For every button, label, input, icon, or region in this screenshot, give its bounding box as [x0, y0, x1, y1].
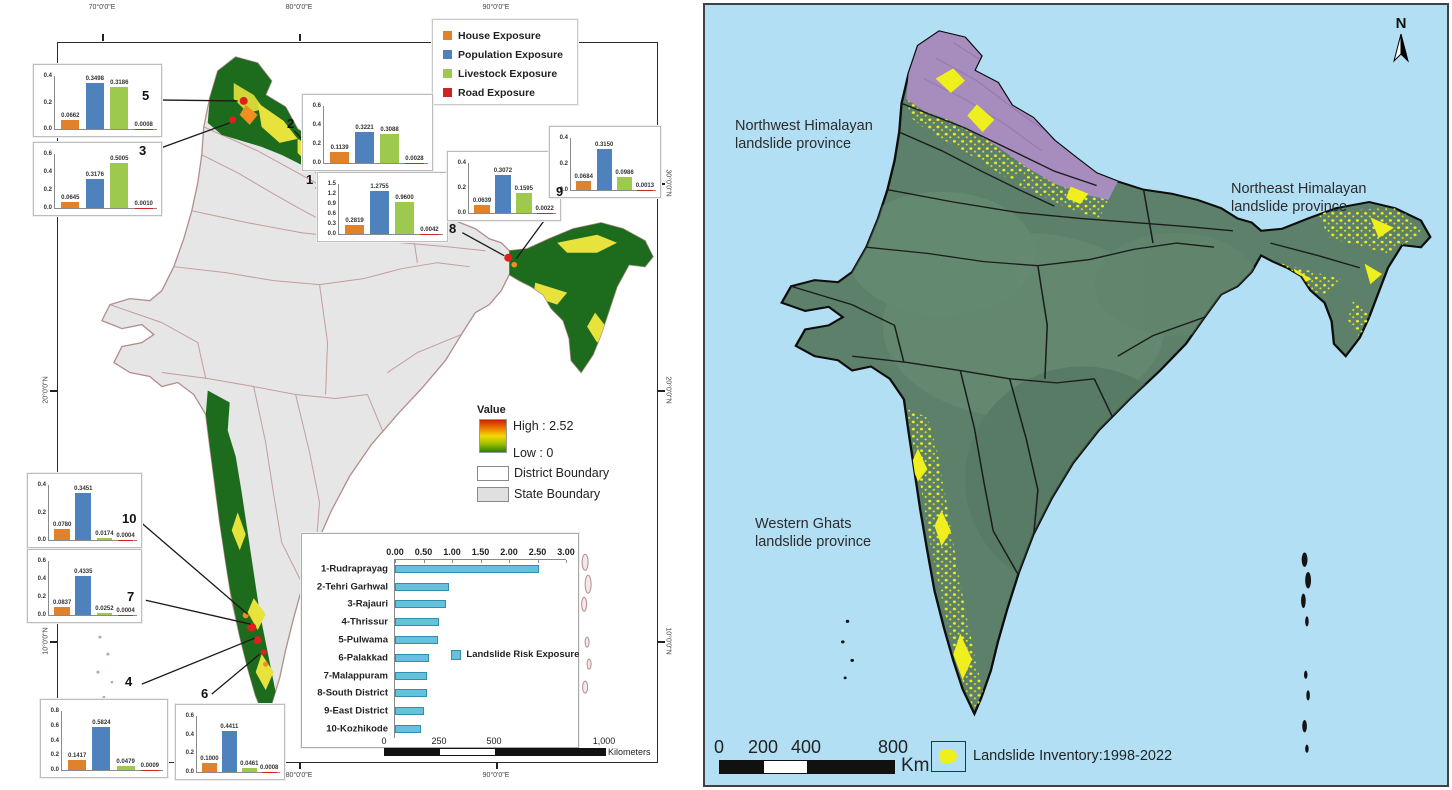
population-swatch — [443, 50, 452, 59]
scalebar-unit: Kilometers — [608, 747, 651, 757]
exposure-chart-district-4: 0.8 0.6 0.4 0.2 0.0 0.1417 0.5824 0.0479 0.0009 — [40, 699, 168, 778]
callout-number-6: 6 — [201, 686, 209, 701]
label-western-ghats-province: Western Ghats landslide province — [755, 516, 872, 551]
label-northwest-province: Northwest Himalayan landslide province — [735, 118, 873, 153]
callout-leader-lines — [140, 99, 561, 695]
legend-item-livestock: Livestock Exposure — [443, 64, 577, 83]
exposure-chart-district-3: 0.6 0.4 0.2 0.0 0.0645 0.3176 0.5005 0.0010 — [33, 142, 162, 216]
scalebar-tick-400: 400 — [790, 737, 822, 757]
exposure-legend: House Exposure Population Exposure Lives… — [432, 19, 578, 105]
axis-label-top-70e: 70°0'0"E — [88, 4, 116, 11]
landslide-risk-bar-chart: 0.00 0.50 1.00 1.50 2.00 2.50 3.00 1-Rudrapraya… — [301, 533, 579, 748]
district-boundary-label: District Boundary — [514, 466, 610, 480]
exposure-chart-district-7: 0.6 0.4 0.2 0.0 0.0837 0.4335 0.0252 0.0004 — [27, 549, 142, 623]
state-boundary-label: State Boundary — [514, 487, 601, 501]
callout-number-5: 5 — [142, 88, 150, 103]
north-label: N — [1395, 15, 1407, 32]
value-color-ramp — [479, 419, 507, 453]
exposure-chart-district-8: 0.4 0.2 0.0 0.0639 0.3072 0.1595 0.0022 — [447, 151, 561, 221]
axis-label-left-10n: 10°0'0"N — [42, 627, 50, 655]
axis-label-left-20n: 20°0'0"N — [42, 376, 50, 404]
exposure-chart-district-9: 0.4 0.2 0.0 0.0684 0.3150 0.0986 0.0013 — [549, 126, 661, 198]
state-boundary-swatch — [477, 487, 509, 502]
axis-tick — [299, 34, 301, 41]
value-low-label: Low : 0 — [513, 446, 554, 460]
axis-label-top-80e: 80°0'0"E — [285, 4, 313, 11]
scalebar-bar — [384, 748, 606, 756]
scalebar-tick-0: 0 — [713, 737, 725, 757]
road-swatch — [443, 88, 452, 97]
axis-label-right-20n: 20°0'0"N — [664, 376, 672, 404]
inventory-legend-label: Landslide Inventory:1998-2022 — [973, 748, 1173, 764]
callout-number-3: 3 — [139, 143, 147, 158]
house-swatch — [443, 31, 452, 40]
scalebar-tick-250: 250 — [431, 736, 447, 746]
scalebar-unit: Km — [901, 755, 930, 776]
exposure-chart-district-1: 1.5 1.2 0.9 0.6 0.3 0.0 0.2819 1.2755 0.9600 0.00… — [317, 172, 448, 242]
value-legend-title: Value — [477, 404, 506, 416]
lakshadweep-islands — [841, 619, 854, 680]
livestock-swatch — [443, 69, 452, 78]
lakshadweep-islands — [96, 635, 114, 699]
axis-tick — [299, 762, 301, 769]
legend-item-house: House Exposure — [443, 26, 577, 45]
legend-item-road: Road Exposure — [443, 83, 577, 102]
callout-number-2: 2 — [287, 116, 295, 131]
axis-label-top-90e: 90°0'0"E — [482, 4, 510, 11]
legend-item-population: Population Exposure — [443, 45, 577, 64]
andaman-nicobar-islands — [1301, 552, 1312, 753]
axis-tick — [496, 762, 498, 769]
exposure-chart-district-2: 0.6 0.4 0.2 0.0 0.1139 0.3221 0.3088 0.0028 — [302, 94, 433, 171]
axis-label-bottom-90e: 90°0'0"E — [482, 772, 510, 779]
scalebar-tick-1000: 1,000 — [592, 736, 616, 746]
exposure-chart-district-5: 0.4 0.2 0.0 0.0662 0.3498 0.3186 0.0008 — [33, 64, 162, 137]
left-scalebar: 0 250 500 1,000 Kilometers — [380, 736, 670, 762]
axis-tick — [658, 641, 665, 643]
north-arrow: N — [1389, 15, 1413, 65]
inventory-legend-swatch — [931, 741, 966, 772]
callout-number-4: 4 — [125, 674, 133, 689]
axis-label-right-30n: 30°0'0"N — [664, 169, 672, 197]
scalebar-tick-200: 200 — [747, 737, 779, 757]
axis-tick — [658, 390, 665, 392]
axis-label-bottom-80e: 80°0'0"E — [285, 772, 313, 779]
callout-number-1: 1 — [306, 172, 314, 187]
value-legend: Value High : 2.52 Low : 0 District Bound… — [477, 404, 632, 508]
axis-tick — [50, 390, 57, 392]
scalebar-tick-800: 800 — [877, 737, 909, 757]
right-map-panel: N Northwest Himalayan landslide province… — [703, 3, 1449, 787]
axis-label-right-10n: 10°0'0"N — [664, 627, 672, 655]
india-landslide-inventory-map — [780, 30, 1432, 753]
district-boundary-swatch — [477, 466, 509, 481]
value-high-label: High : 2.52 — [513, 419, 574, 433]
exposure-chart-district-10: 0.4 0.2 0.0 0.0780 0.3451 0.0174 0.0004 — [27, 473, 142, 548]
right-scalebar: 0 200 400 800 Km — [713, 737, 943, 779]
callout-number-8: 8 — [449, 221, 457, 236]
callout-number-9: 9 — [556, 184, 564, 199]
north-arrow-icon — [1393, 33, 1409, 63]
axis-tick — [50, 641, 57, 643]
scalebar-tick-0: 0 — [381, 736, 387, 746]
exposure-chart-district-6: 0.6 0.4 0.2 0.0 0.1000 0.4411 0.0461 0.0008 — [175, 704, 285, 780]
inventory-yellow-blob — [939, 749, 957, 763]
left-map-panel: 70°0'0"E 80°0'0"E 90°0'0"E 70°0'0"E 80°0… — [0, 0, 676, 790]
scalebar-tick-500: 500 — [486, 736, 502, 746]
andaman-islands — [581, 553, 592, 694]
scalebar-bar — [719, 760, 895, 774]
axis-tick — [102, 34, 104, 41]
callout-number-10: 10 — [122, 511, 137, 526]
label-northeast-province: Northeast Himalayan landslide province — [1231, 181, 1367, 216]
callout-number-7: 7 — [127, 589, 135, 604]
axis-tick — [658, 183, 665, 185]
